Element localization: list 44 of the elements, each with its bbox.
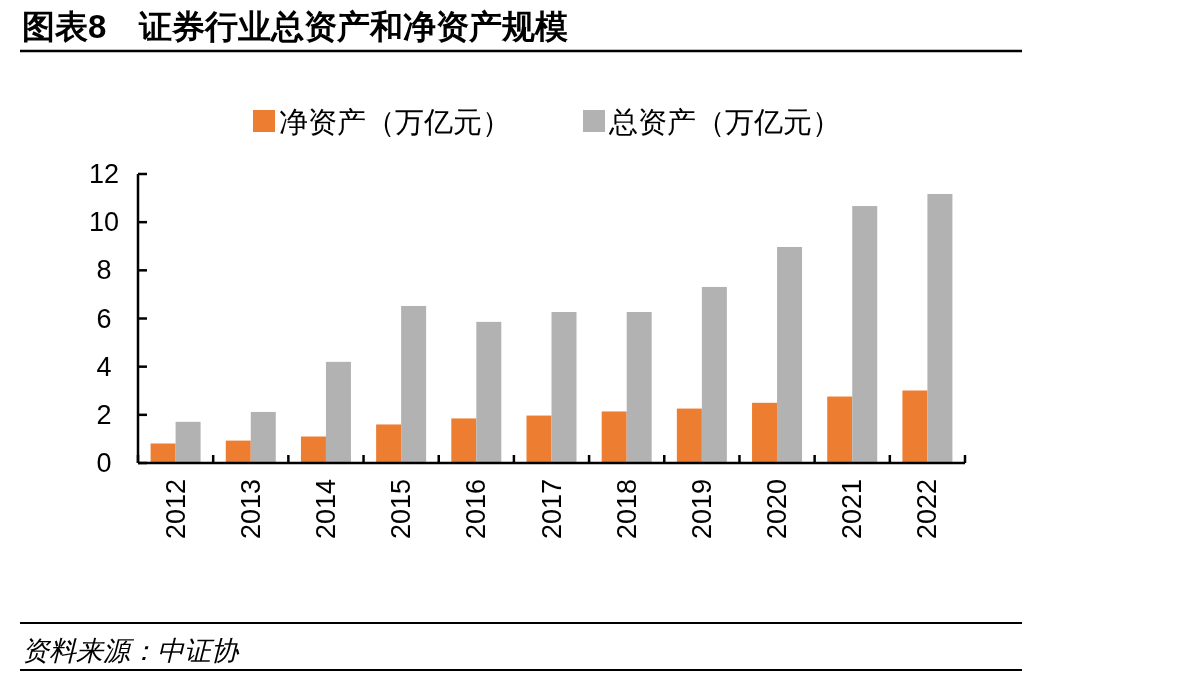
chart-title: 图表8 证券行业总资产和净资产规模 (22, 8, 569, 45)
bar (325, 361, 351, 463)
bar (401, 305, 427, 463)
x-tick-label: 2014 (310, 479, 341, 540)
y-tick-label: 2 (96, 399, 112, 430)
x-tick-label: 2012 (160, 479, 191, 540)
bar (175, 421, 201, 463)
x-tick-label: 2015 (386, 479, 417, 540)
bar (551, 312, 577, 463)
x-tick-label: 2018 (611, 479, 642, 540)
x-tick-label: 2013 (235, 479, 266, 540)
bar (225, 440, 251, 463)
bar (526, 415, 552, 463)
y-tick-label: 0 (96, 448, 112, 478)
bar (300, 436, 326, 463)
bar (927, 193, 953, 463)
x-tick-label: 2016 (461, 479, 492, 540)
bar (852, 206, 878, 463)
text: 资料来源：中证协 (22, 636, 240, 666)
bar (150, 443, 176, 463)
y-tick-label: 4 (96, 351, 112, 382)
bar (476, 321, 502, 463)
bar (376, 424, 402, 463)
x-tick-label: 2017 (536, 479, 567, 540)
y-tick-label: 6 (96, 303, 112, 334)
y-tick-label: 8 (96, 255, 112, 286)
x-tick-label: 2022 (912, 479, 943, 540)
bar (451, 418, 477, 463)
bar (676, 408, 702, 463)
y-tick-label: 12 (88, 159, 120, 189)
bar (752, 402, 778, 463)
x-tick-label: 2021 (837, 479, 868, 540)
bar (601, 411, 627, 463)
legend-label: 净资产（万亿元） (279, 106, 511, 138)
legend-label: 总资产（万亿元） (608, 106, 841, 138)
bar (777, 246, 803, 463)
bar (626, 312, 652, 463)
bar (902, 390, 928, 463)
y-tick-label: 10 (88, 207, 120, 238)
bar (701, 286, 727, 463)
x-tick-label: 2020 (762, 479, 793, 540)
bar (250, 411, 276, 463)
x-tick-label: 2019 (686, 479, 717, 540)
bar (827, 396, 853, 463)
